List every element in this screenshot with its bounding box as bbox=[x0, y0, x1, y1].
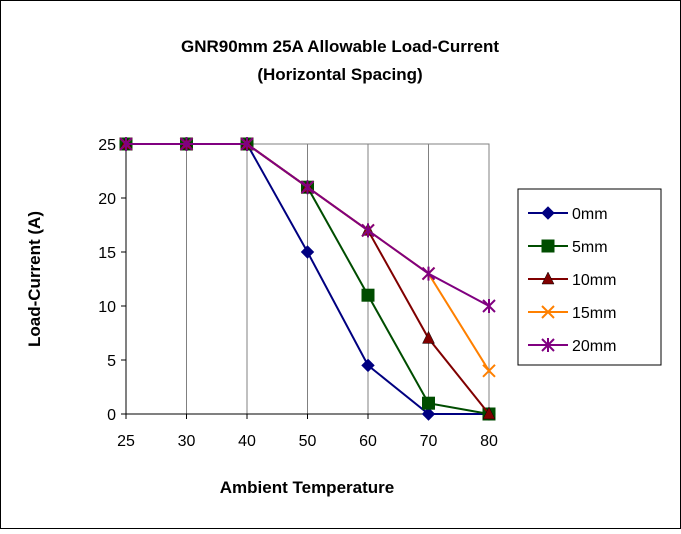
y-tick-label: 0 bbox=[107, 407, 116, 424]
y-tick-label: 15 bbox=[98, 245, 116, 262]
data-point-5mm bbox=[361, 288, 375, 302]
legend-label: 20mm bbox=[572, 338, 616, 355]
data-point-20mm bbox=[119, 137, 133, 151]
legend-label: 5mm bbox=[572, 239, 608, 256]
y-tick-label: 10 bbox=[98, 299, 116, 316]
legend-marker bbox=[541, 206, 555, 220]
data-point-20mm bbox=[361, 223, 375, 238]
legend-box bbox=[517, 188, 662, 366]
legend-label: 10mm bbox=[572, 272, 616, 289]
data-point-0mm bbox=[421, 407, 436, 421]
data-point-20mm bbox=[240, 137, 254, 151]
data-point-10mm bbox=[482, 406, 496, 420]
legend-marker bbox=[541, 305, 555, 319]
x-tick-label: 40 bbox=[238, 433, 256, 450]
y-axis-title: Load-Current (A) bbox=[25, 211, 44, 347]
legend-item-10mm: 10mm bbox=[528, 271, 616, 289]
chart-title-line-2: (Horizontal Spacing) bbox=[257, 65, 422, 84]
y-tick-label: 25 bbox=[98, 137, 116, 154]
legend-marker bbox=[541, 239, 555, 253]
x-axis-title: Ambient Temperature bbox=[220, 478, 394, 497]
series-20mm bbox=[119, 137, 496, 313]
legend-label: 0mm bbox=[572, 206, 608, 223]
legend-item-0mm: 0mm bbox=[528, 206, 608, 223]
x-tick-label: 60 bbox=[359, 433, 377, 450]
data-point-0mm bbox=[300, 245, 315, 259]
legend: 0mm 5mm 10mm 15mm 20mm bbox=[517, 188, 662, 366]
x-tick-label: 30 bbox=[178, 433, 196, 450]
legend-label: 15mm bbox=[572, 305, 616, 322]
data-point-15mm bbox=[482, 364, 496, 378]
x-tick-label: 80 bbox=[480, 433, 498, 450]
x-tick-label: 50 bbox=[299, 433, 317, 450]
data-point-0mm bbox=[361, 358, 375, 373]
data-point-20mm bbox=[300, 180, 315, 195]
x-tick-label: 70 bbox=[420, 433, 438, 450]
legend-item-15mm: 15mm bbox=[528, 305, 616, 322]
data-point-20mm bbox=[482, 299, 496, 313]
data-point-10mm bbox=[422, 330, 435, 344]
y-tick-label: 5 bbox=[107, 353, 116, 370]
axes: 0 5 10 15 20 25 25 30 40 50 60 70 80 bbox=[98, 137, 498, 450]
x-tick-label: 25 bbox=[117, 433, 135, 450]
legend-marker bbox=[541, 338, 555, 352]
data-point-5mm bbox=[422, 396, 435, 410]
y-tick-label: 20 bbox=[98, 191, 116, 208]
data-series bbox=[119, 136, 496, 421]
data-point-20mm bbox=[421, 266, 436, 281]
legend-item-5mm: 5mm bbox=[528, 239, 608, 256]
data-point-20mm bbox=[179, 137, 194, 151]
legend-item-20mm: 20mm bbox=[528, 338, 616, 355]
legend-marker bbox=[541, 271, 555, 285]
chart-title-line-1: GNR90mm 25A Allowable Load-Current bbox=[181, 37, 499, 56]
